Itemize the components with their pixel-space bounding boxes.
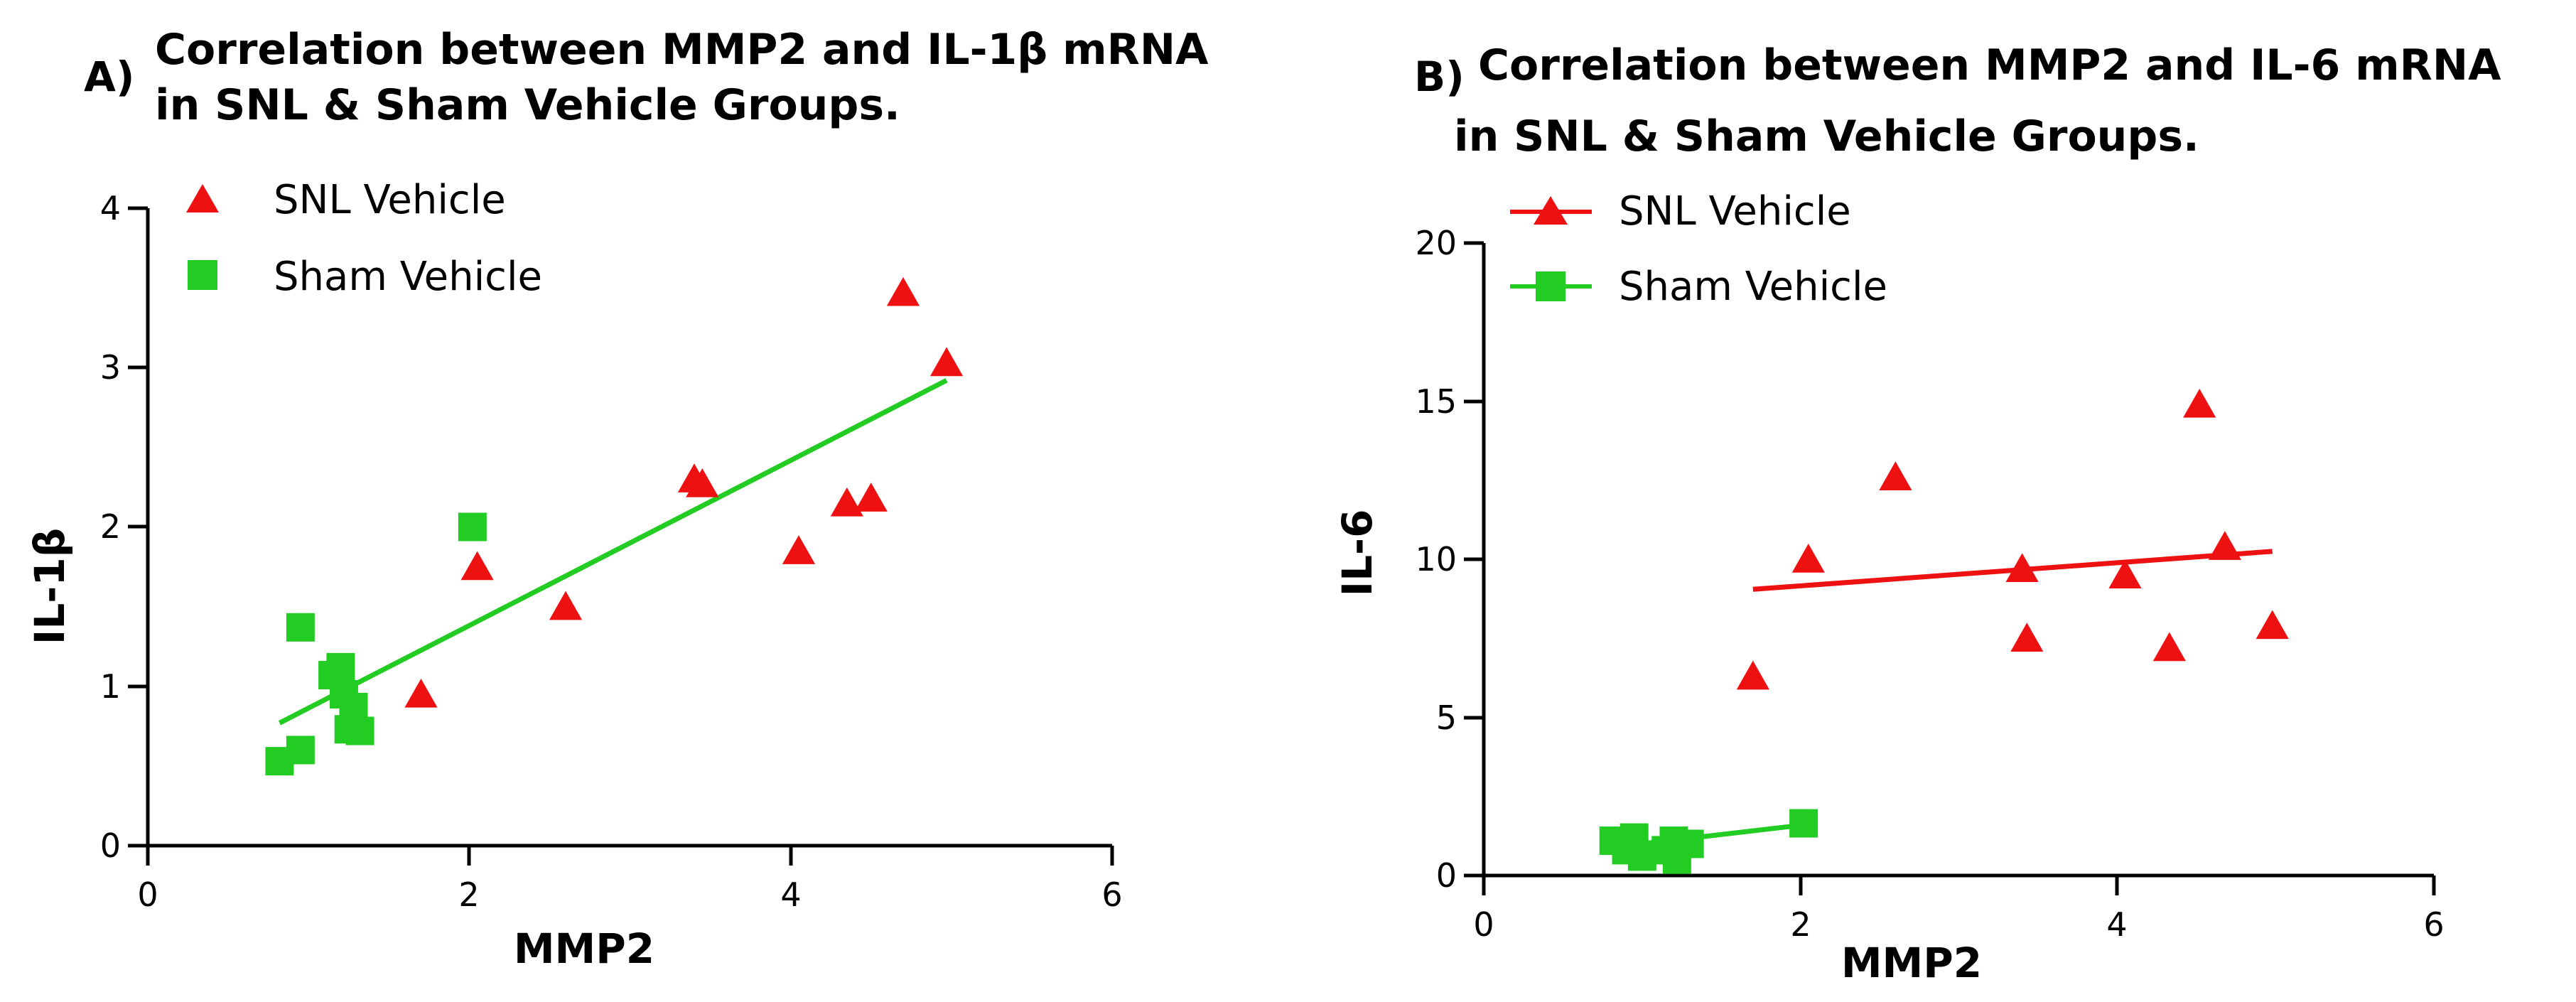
panel-a-x-tick-label-1: 2 (458, 876, 479, 914)
panel-a-sham-point-4 (326, 652, 355, 682)
panel-a-x-tick-label-3: 6 (1101, 876, 1122, 914)
panel-b-y-tick-label-3: 15 (1415, 382, 1457, 421)
panel-b-x-tick-label-3: 6 (2423, 905, 2444, 944)
panel-a-y-tick-label-2: 2 (100, 507, 121, 546)
panel-b-legend-sham-label: Sham Vehicle (1619, 264, 1887, 310)
panel-b-snl-point-9 (2256, 610, 2289, 640)
panel-b-snl-point-6 (2152, 632, 2186, 662)
panel-a-sham-point-9 (458, 512, 487, 542)
panel-a-snl-point-8 (886, 276, 920, 306)
panel-b-x-axis-title: MMP2 (1841, 939, 1982, 987)
panel-b: B) Correlation between MMP2 and IL-6 mRN… (1333, 41, 2501, 987)
panel-b-snl-point-3 (2005, 553, 2039, 583)
panel-a-snl-point-4 (686, 468, 719, 497)
panel-b-y-tick-label-1: 5 (1436, 699, 1457, 737)
panel-b-legend-snl-label: SNL Vehicle (1619, 188, 1851, 235)
panel-b-y-tick-label-0: 0 (1436, 856, 1457, 895)
panel-a-sham-point-8 (345, 716, 374, 745)
panel-b-plot-area (1599, 388, 2289, 874)
panel-a-title-line-1: Correlation between MMP2 and IL-1β mRNA (155, 25, 1209, 75)
panel-b-x-tick-label-0: 0 (1473, 905, 1494, 944)
panel-b-title-line-1: Correlation between MMP2 and IL-6 mRNA (1478, 41, 2501, 90)
panel-b-letter: B) (1414, 53, 1465, 101)
panel-b-snl-point-8 (2208, 531, 2241, 560)
panel-b-snl-point-2 (1879, 461, 1912, 490)
panel-b-snl-point-7 (2183, 388, 2216, 418)
panel-a-sham-point-2 (286, 613, 315, 642)
panel-a-fit-line-0 (278, 378, 948, 726)
panel-a-sham-point-7 (339, 692, 368, 721)
panel-b-sham-point-8 (1789, 809, 1818, 838)
panel-a-legend: SNL Vehicle Sham Vehicle (186, 177, 542, 300)
panel-b-sham-point-3 (1627, 842, 1656, 871)
panel-a-snl-point-7 (854, 483, 888, 512)
panel-b-snl-point-0 (1736, 660, 1769, 690)
panel-a-snl-point-9 (929, 347, 964, 377)
panel-a-letter: A) (84, 53, 134, 101)
panel-a-snl-point-5 (782, 535, 816, 564)
panel-a-snl-point-1 (460, 551, 494, 581)
panel-b-x-tick-label-2: 4 (2106, 905, 2127, 944)
panel-b-y-tick-label-2: 10 (1415, 540, 1457, 578)
panel-b-legend-snl-marker (1534, 196, 1568, 225)
panel-a-title-line-2: in SNL & Sham Vehicle Groups. (155, 80, 900, 130)
panel-b-legend: SNL Vehicle Sham Vehicle (1510, 188, 1887, 310)
panel-a-sham-point-1 (286, 736, 315, 765)
panel-b-y-tick-label-4: 20 (1415, 224, 1457, 262)
panel-a-y-tick-label-1: 1 (100, 667, 121, 706)
panel-a-snl-point-0 (404, 678, 438, 708)
panel-b-sham-point-7 (1675, 829, 1704, 858)
panel-a-x-tick-label-0: 0 (137, 876, 158, 914)
panel-a-y-tick-label-4: 4 (100, 189, 121, 227)
panel-a-legend-sham-label: Sham Vehicle (274, 254, 542, 300)
panel-a-legend-sham-marker (188, 260, 217, 290)
panel-a-legend-snl-marker (186, 184, 219, 212)
panel-a-legend-snl-label: SNL Vehicle (274, 177, 506, 223)
panel-b-y-axis-title: IL-6 (1333, 510, 1381, 597)
panel-a: A) Correlation between MMP2 and IL-1β mR… (26, 25, 1209, 973)
panel-b-snl-point-4 (2010, 623, 2044, 652)
panel-a-x-tick-label-2: 4 (780, 876, 801, 914)
panel-b-snl-point-5 (2108, 559, 2142, 588)
panel-a-snl-point-6 (830, 487, 863, 517)
panel-b-title-line-2: in SNL & Sham Vehicle Groups. (1454, 112, 2199, 161)
panel-a-snl-point-2 (549, 591, 583, 620)
panel-b-x-tick-label-1: 2 (1790, 905, 1811, 944)
panel-a-y-axis-title: IL-1β (26, 528, 74, 645)
panel-a-y-tick-label-0: 0 (100, 826, 121, 865)
panel-a-y-tick-label-3: 3 (100, 348, 121, 387)
panel-a-x-axis-title: MMP2 (514, 925, 654, 973)
panel-b-legend-sham-marker (1536, 271, 1565, 301)
panel-a-plot-area (265, 276, 964, 776)
panel-b-snl-point-1 (1791, 544, 1825, 573)
